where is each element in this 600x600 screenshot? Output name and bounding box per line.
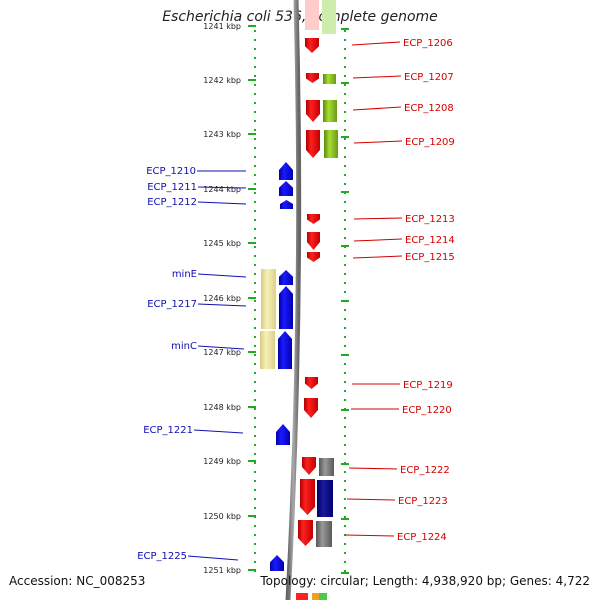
gene-label[interactable]: ECP_1213 [405,214,455,225]
label-leader-line [351,41,401,46]
gene-label[interactable]: ECP_1212 [147,197,197,208]
forward-gene[interactable] [307,232,320,250]
gene-label[interactable]: ECP_1223 [398,496,448,507]
cog-box [319,458,334,476]
label-leader-line [187,555,239,561]
gene-label[interactable]: minC [171,341,197,352]
tick-label: 1243 kbp [203,130,241,139]
forward-gene[interactable] [307,252,320,262]
gene-label[interactable]: ECP_1215 [405,252,455,263]
cog-box [323,100,337,122]
label-leader-line [348,467,398,470]
tick-label: 1244 kbp [203,185,241,194]
label-leader-line [193,429,244,434]
gene-partial-top [305,0,319,30]
gene-label[interactable]: ECP_1222 [400,465,450,476]
cog-box [324,130,338,158]
gene-label[interactable]: ECP_1208 [404,103,454,114]
cog-partial-bottom-2 [319,593,327,600]
forward-gene[interactable] [307,214,320,224]
gene-label[interactable]: ECP_1217 [147,299,197,310]
gene-label[interactable]: ECP_1220 [402,405,452,416]
gene-label[interactable]: ECP_1206 [403,38,453,49]
label-leader-line [352,106,402,111]
forward-gene[interactable] [300,479,315,515]
accession-text: Accession: NC_008253 [9,574,146,588]
gene-label[interactable]: ECP_1209 [405,137,455,148]
genome-title: Escherichia coli 536, complete genome [162,9,438,25]
cog-box [316,521,332,547]
cog-partial-bottom-1 [312,593,319,600]
forward-gene[interactable] [306,130,320,158]
gene-label[interactable]: ECP_1214 [405,235,455,246]
label-leader-line [197,186,247,189]
reverse-gene[interactable] [270,555,284,571]
gene-label[interactable]: ECP_1219 [403,380,453,391]
label-leader-line [352,75,402,79]
cog-box [317,480,333,517]
gene-label[interactable]: ECP_1207 [404,72,454,83]
label-leader-line [353,238,403,242]
label-leader-line [346,498,396,501]
tick-label: 1245 kbp [203,239,241,248]
reverse-gene[interactable] [276,424,290,445]
label-leader-line [197,201,247,205]
cog-box [323,74,336,84]
forward-gene[interactable] [306,100,320,122]
gene-label[interactable]: ECP_1211 [147,182,197,193]
gene-label[interactable]: ECP_1210 [146,166,196,177]
tick-label: 1249 kbp [203,457,241,466]
forward-gene[interactable] [305,377,318,389]
label-leader-line [197,345,245,350]
tick-label: 1241 kbp [203,22,241,31]
gene-partial-bottom [296,593,308,600]
label-leader-line [197,273,247,278]
forward-gene[interactable] [306,73,319,83]
gene-label[interactable]: ECP_1225 [137,551,187,562]
label-leader-line [353,140,403,144]
forward-gene[interactable] [305,38,319,53]
gene-label[interactable]: ECP_1221 [143,425,193,436]
reverse-gene[interactable] [278,331,292,369]
forward-gene[interactable] [304,398,318,418]
tick-label: 1250 kbp [203,512,241,521]
genome-backbone [285,0,302,600]
cog-partial-top [322,0,336,34]
label-leader-line [197,303,247,307]
tick-label: 1247 kbp [203,348,241,357]
reverse-gene[interactable] [279,162,293,180]
cog-box [260,331,275,369]
label-leader-line [352,255,403,259]
tick-label: 1251 kbp [203,566,241,575]
reverse-gene[interactable] [279,286,293,329]
tick-label: 1246 kbp [203,294,241,303]
reverse-gene[interactable] [280,200,293,209]
forward-gene[interactable] [302,457,316,475]
reverse-gene[interactable] [279,270,293,285]
genome-summary-text: Topology: circular; Length: 4,938,920 bp… [260,574,590,588]
forward-gene[interactable] [298,520,313,546]
reverse-gene[interactable] [279,181,293,196]
cog-box [261,269,276,329]
tick-label: 1248 kbp [203,403,241,412]
tick-label: 1242 kbp [203,76,241,85]
gene-label[interactable]: ECP_1224 [397,532,447,543]
label-leader-line [353,217,403,220]
gene-label[interactable]: minE [172,269,197,280]
label-leader-line [344,534,395,537]
